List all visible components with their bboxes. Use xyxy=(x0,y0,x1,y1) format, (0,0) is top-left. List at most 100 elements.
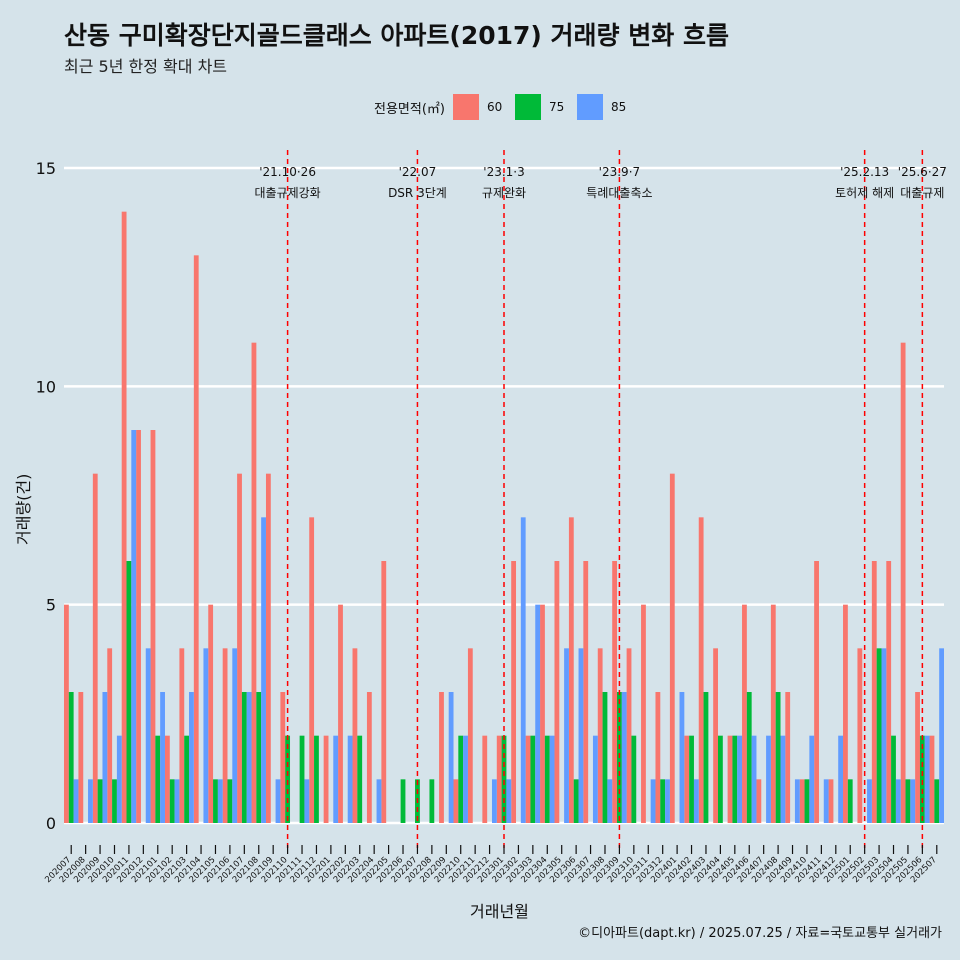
bar-85-202307 xyxy=(592,735,598,823)
bar-85-202308 xyxy=(607,779,613,823)
bar-60-202401 xyxy=(669,473,675,823)
chart-title: 산동 구미확장단지골드클래스 아파트(2017) 거래량 변화 흐름 xyxy=(64,21,729,50)
bar-85-202312 xyxy=(665,779,670,823)
bar-85-202406 xyxy=(751,735,757,823)
bar-75-202406 xyxy=(746,692,752,823)
bar-85-202101 xyxy=(160,692,165,823)
y-tick-label: 5 xyxy=(46,596,56,615)
bar-60-202404 xyxy=(713,648,718,823)
bar-85-202212 xyxy=(491,779,497,823)
bar-85-202008 xyxy=(88,779,93,823)
event-label-4: 토허제 해제 xyxy=(835,186,894,200)
event-label-5: 대출규제 xyxy=(900,186,944,200)
y-tick-label: 15 xyxy=(36,159,56,178)
bar-75-202102 xyxy=(169,779,175,823)
bar-60-202210 xyxy=(453,779,459,823)
bar-85-202401 xyxy=(679,692,685,823)
bar-60-202107 xyxy=(237,473,242,823)
legend-title: 전용면적(㎡) xyxy=(374,101,445,117)
bar-85-202409 xyxy=(794,779,800,823)
bar-85-202408 xyxy=(780,735,786,823)
bar-75-202402 xyxy=(689,735,694,823)
bar-75-202405 xyxy=(732,735,738,823)
bar-75-202408 xyxy=(775,692,781,823)
bar-85-202304 xyxy=(549,735,555,823)
bar-60-202310 xyxy=(626,648,632,823)
bar-75-202009 xyxy=(97,779,103,823)
bar-75-202108 xyxy=(256,692,262,823)
bar-75-202506 xyxy=(919,735,925,823)
event-label-1: DSR 3단계 xyxy=(388,186,447,200)
event-label-2: 규제완화 xyxy=(482,186,526,200)
bar-75-202301 xyxy=(501,735,507,823)
bar-60-202108 xyxy=(251,342,257,823)
bar-75-202106 xyxy=(227,779,233,823)
bar-85-202303 xyxy=(535,604,541,823)
bar-60-202101 xyxy=(150,430,156,823)
bar-75-202203 xyxy=(357,735,363,823)
bar-60-202112 xyxy=(309,517,315,823)
bar-60-202306 xyxy=(568,517,574,823)
bar-85-202007 xyxy=(73,779,79,823)
bar-60-202209 xyxy=(439,692,444,823)
bar-60-202007 xyxy=(64,604,69,823)
bar-60-202505 xyxy=(900,342,906,823)
legend-key-75 xyxy=(514,94,541,120)
bar-75-202303 xyxy=(530,735,536,823)
bar-85-202108 xyxy=(261,517,266,823)
bar-85-202410 xyxy=(809,735,815,823)
bar-75-202404 xyxy=(717,735,723,823)
bar-75-202206 xyxy=(400,779,406,823)
bar-60-202103 xyxy=(179,648,185,823)
legend-key-85 xyxy=(576,94,603,120)
bar-60-202412 xyxy=(828,779,834,823)
bar-75-202110 xyxy=(285,735,291,823)
bar-75-202304 xyxy=(544,735,550,823)
bar-75-202011 xyxy=(126,561,132,823)
y-axis: 0 5 10 15 xyxy=(36,159,56,833)
event-markers: '21.10·26 대출규제강화 '22.07 DSR 3단계 '23.1·3 규제완화 '… xyxy=(254,150,947,850)
y-tick-label: 0 xyxy=(46,814,56,833)
bar-60-202212 xyxy=(482,735,488,823)
bar-85-202405 xyxy=(737,735,743,823)
legend-label-75: 75 xyxy=(548,100,565,114)
source-caption: ©디아파트(dapt.kr) / 2025.07.25 / 자료=국토교통부 실… xyxy=(578,926,942,941)
bar-85-202109 xyxy=(275,779,281,823)
legend-key-60 xyxy=(452,94,479,120)
bar-60-202311 xyxy=(641,604,646,823)
bar-75-202107 xyxy=(241,692,247,823)
bar-60-202104 xyxy=(193,255,199,823)
legend: 전용면적(㎡) 60 75 85 xyxy=(374,92,639,122)
bar-85-202103 xyxy=(189,692,194,823)
bar-85-202306 xyxy=(578,648,584,823)
event-date-4: '25.2.13 xyxy=(840,165,889,179)
bar-75-202306 xyxy=(573,779,579,823)
event-date-1: '22.07 xyxy=(399,165,437,179)
bar-85-202011 xyxy=(131,430,137,823)
bar-85-202102 xyxy=(174,779,180,823)
bar-75-202007 xyxy=(68,692,74,823)
bar-60-202203 xyxy=(352,648,358,823)
bar-85-202104 xyxy=(203,648,209,823)
bar-85-202302 xyxy=(520,517,526,823)
bar-75-202504 xyxy=(891,735,896,823)
bar-85-202010 xyxy=(116,735,122,823)
bar-75-202501 xyxy=(847,779,853,823)
event-date-3: '23.9·7 xyxy=(599,165,640,179)
event-label-3: 특례대출축소 xyxy=(586,186,652,200)
bar-60-202406 xyxy=(742,604,747,823)
y-axis-label: 거래량(건) xyxy=(14,473,33,545)
bar-85-202209 xyxy=(448,692,454,823)
bar-75-202208 xyxy=(429,779,435,823)
bar-60-202008 xyxy=(78,692,84,823)
bar-85-202407 xyxy=(766,735,771,823)
bar-60-202011 xyxy=(121,211,127,824)
bar-60-202110 xyxy=(280,692,286,823)
chart-subtitle: 최근 5년 한정 확대 차트 xyxy=(64,57,228,76)
bar-75-202105 xyxy=(213,779,218,823)
bar-85-202202 xyxy=(347,735,353,823)
bar-60-202109 xyxy=(265,473,271,823)
bar-60-202410 xyxy=(799,779,805,823)
bar-75-202308 xyxy=(602,692,608,823)
legend-label-85: 85 xyxy=(610,100,627,114)
